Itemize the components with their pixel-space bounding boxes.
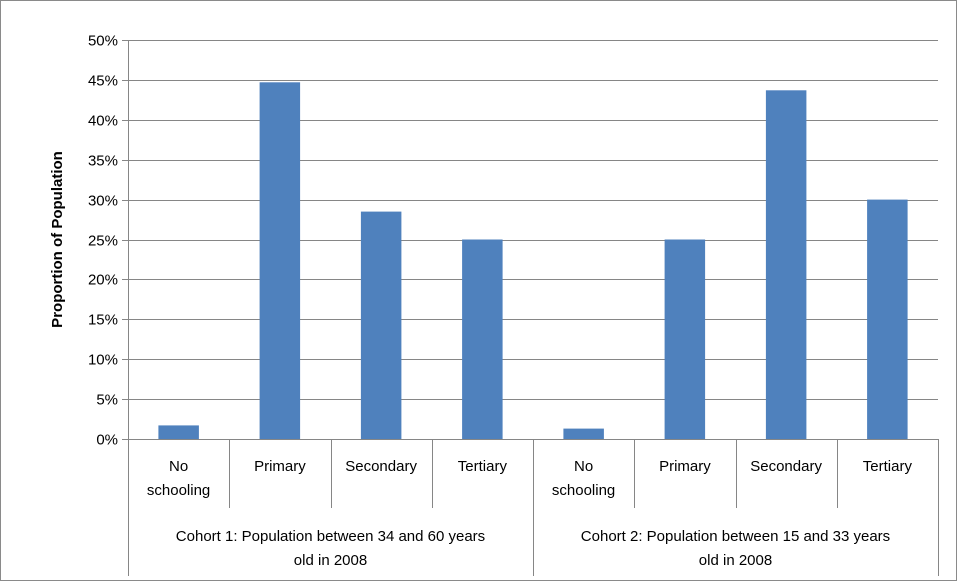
x-category-label: Secondary	[750, 458, 822, 475]
bar	[360, 211, 402, 439]
y-tick-label: 0%	[96, 432, 118, 449]
x-category-label: Primary	[254, 458, 306, 475]
y-tick-label: 10%	[88, 352, 118, 369]
bar	[664, 239, 706, 439]
bar	[867, 199, 908, 439]
x-group-label: Cohort 1: Population between 34 and 60 y…	[176, 528, 485, 545]
y-tick-label: 20%	[88, 272, 118, 289]
x-category-label: Primary	[659, 458, 711, 475]
x-category-label: No	[574, 458, 593, 475]
bar	[158, 425, 199, 439]
x-category-label: Tertiary	[458, 458, 508, 475]
y-tick-label: 5%	[96, 392, 118, 409]
x-group-label: old in 2008	[294, 552, 367, 569]
y-tick-label: 50%	[88, 33, 118, 50]
x-category-label: Secondary	[345, 458, 417, 475]
x-category-label: No	[169, 458, 188, 475]
x-category-label: Tertiary	[863, 458, 913, 475]
labels: 0% 5% 10% 15% 20% 25% 30% 35% 40% 45% 50% No schooli…	[88, 33, 913, 570]
x-category-label: schooling	[552, 482, 615, 499]
y-tick-label: 40%	[88, 113, 118, 130]
y-tick-label: 35%	[88, 153, 118, 170]
bar	[563, 428, 604, 439]
bars	[158, 82, 908, 440]
bar	[765, 90, 807, 440]
bar	[462, 239, 503, 439]
y-tick-label: 30%	[88, 193, 118, 210]
x-group-label: Cohort 2: Population between 15 and 33 y…	[581, 528, 890, 545]
y-tick-label: 15%	[88, 312, 118, 329]
y-axis-title: Proportion of Population	[49, 151, 66, 328]
axes	[122, 40, 939, 576]
bar	[259, 82, 301, 440]
y-tick-label: 25%	[88, 233, 118, 250]
y-tick-label: 45%	[88, 73, 118, 90]
x-group-label: old in 2008	[699, 552, 772, 569]
x-category-label: schooling	[147, 482, 210, 499]
gridlines	[128, 40, 938, 400]
